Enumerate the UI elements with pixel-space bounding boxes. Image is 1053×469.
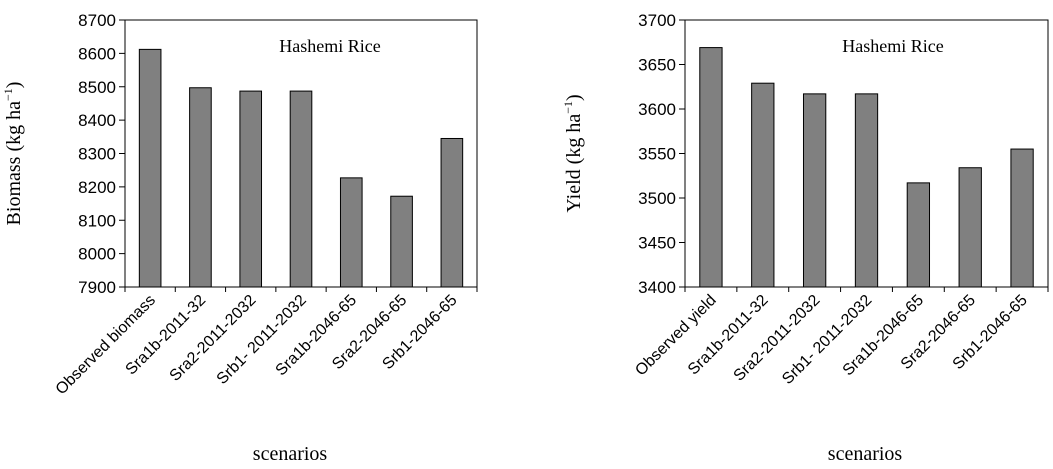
y-axis-label-close: )	[3, 82, 25, 89]
y-tick-label: 3400	[638, 278, 676, 297]
y-axis-label-unit: (kg ha	[563, 114, 585, 165]
y-tick-label: 8200	[78, 178, 116, 197]
x-axis-label: scenarios	[828, 443, 903, 465]
y-axis-label-sup: −1	[561, 101, 575, 114]
bar	[289, 90, 313, 288]
bar	[958, 167, 982, 288]
y-tick-label: 8100	[78, 211, 116, 230]
bar	[699, 47, 723, 288]
y-axis-label: Yield (kg ha−1)	[561, 94, 585, 212]
bar	[802, 93, 827, 288]
category-label: Sra2-2011-2032	[167, 292, 260, 385]
bar	[1010, 148, 1034, 288]
biomass-chart: 790080008100820083008400850086008700Obse…	[1, 11, 478, 465]
y-axis-label-name: Biomass	[3, 152, 25, 226]
bar	[906, 182, 931, 288]
y-tick-label: 8400	[78, 111, 116, 130]
y-tick-label: 7900	[78, 278, 116, 297]
chart-title: Hashemi Rice	[279, 36, 380, 56]
y-tick-label: 3650	[638, 56, 676, 75]
y-axis-label-close: )	[563, 94, 585, 101]
y-tick-label: 8000	[78, 245, 116, 264]
y-tick-label: 3450	[638, 234, 676, 253]
y-tick-label: 8700	[78, 11, 116, 30]
y-tick-label: 3700	[638, 11, 676, 30]
y-axis-label-sup: −1	[1, 88, 15, 101]
y-tick-label: 3500	[638, 189, 676, 208]
y-tick-label: 3600	[638, 100, 676, 119]
category-label: Srb1- 2011-2032	[214, 292, 310, 388]
bar	[751, 82, 775, 288]
y-tick-label: 8300	[78, 145, 116, 164]
y-tick-label: 8600	[78, 44, 116, 63]
bar	[440, 137, 464, 288]
category-label: Srb1- 2011-2032	[779, 292, 875, 388]
bar	[239, 90, 263, 288]
bar	[189, 87, 212, 288]
y-axis-label-name: Yield	[563, 164, 585, 212]
bar	[854, 93, 879, 288]
y-axis-label: Biomass (kg ha−1)	[1, 82, 25, 226]
y-axis-label-unit: (kg ha	[3, 101, 25, 152]
chart-title: Hashemi Rice	[842, 36, 943, 56]
bar	[138, 48, 162, 288]
y-tick-label: 3550	[638, 145, 676, 164]
bar	[390, 195, 413, 288]
bar	[339, 177, 363, 288]
x-axis-label: scenarios	[253, 443, 328, 465]
y-tick-label: 8500	[78, 78, 116, 97]
